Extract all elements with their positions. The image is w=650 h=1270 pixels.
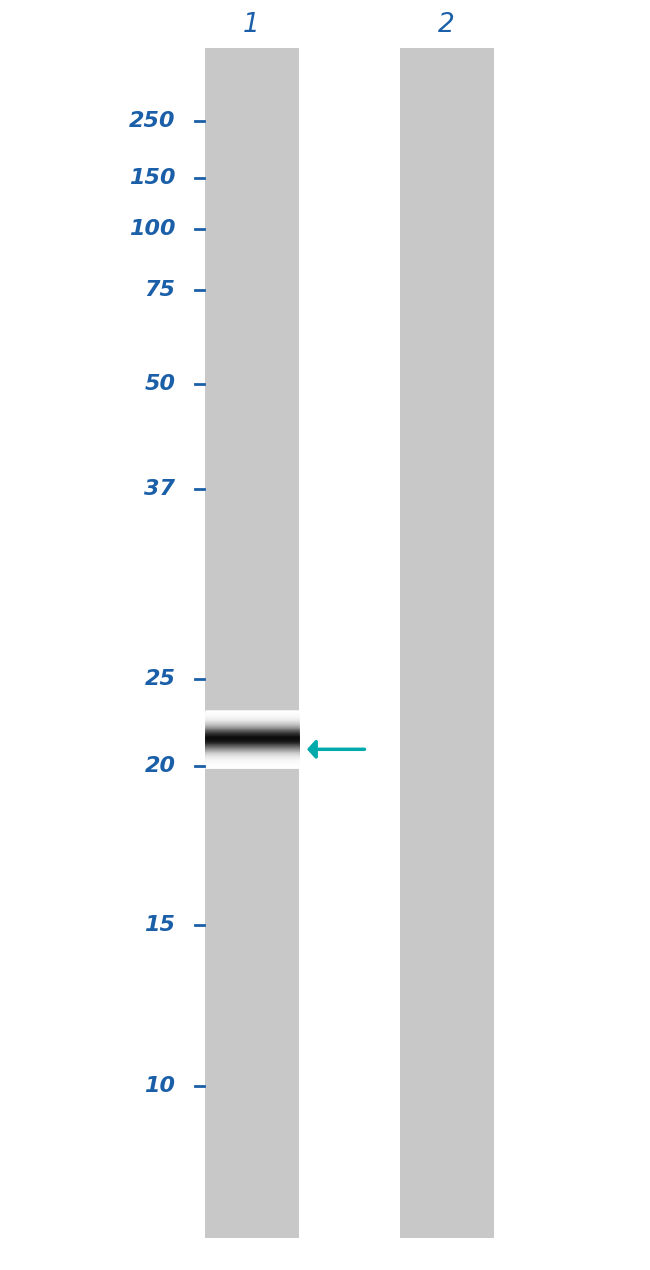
Text: 100: 100 [129,218,176,239]
Bar [400,48,494,1238]
Text: 10: 10 [144,1076,176,1096]
Text: 37: 37 [144,479,176,499]
Bar [205,48,299,1238]
Text: 50: 50 [144,373,176,394]
Text: 25: 25 [144,669,176,690]
Text: 2: 2 [438,13,455,38]
Text: 15: 15 [144,914,176,935]
Text: 1: 1 [243,13,260,38]
Text: 75: 75 [144,279,176,300]
Text: 250: 250 [129,110,176,131]
Text: 150: 150 [129,168,176,188]
Text: 20: 20 [144,756,176,776]
